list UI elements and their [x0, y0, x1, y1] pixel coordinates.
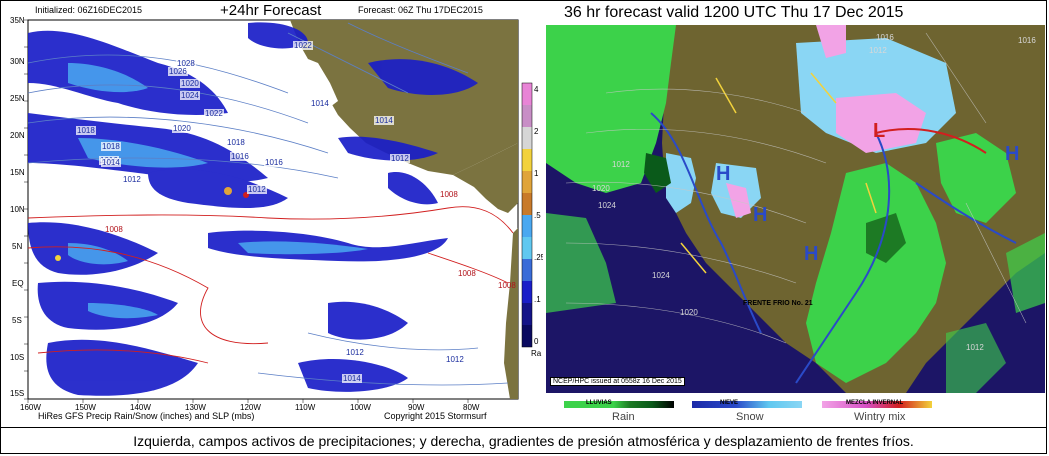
- lat-label: 15N: [10, 168, 25, 177]
- isobar-label: 1012: [390, 154, 410, 163]
- isobar-label: 1018: [76, 126, 96, 135]
- isobar-label: 1020: [172, 124, 192, 133]
- isobar-label: 1014: [374, 116, 394, 125]
- legend-wintry-label: Wintry mix: [854, 411, 906, 423]
- isobar-label: 1012: [966, 343, 984, 352]
- legend-lluvias-label: LLUVIAS: [586, 400, 612, 406]
- isobar-label: 1024: [598, 201, 616, 210]
- colorbar-tick: .1: [534, 295, 541, 304]
- lon-label: 100W: [350, 403, 371, 412]
- lon-label: 150W: [75, 403, 96, 412]
- left-forecast-label: Forecast: 06Z Thu 17DEC2015: [358, 5, 483, 15]
- isobar-label: 1020: [180, 79, 200, 88]
- low-isobar-label: 1008: [440, 190, 458, 199]
- lat-label: 15S: [10, 389, 25, 398]
- left-footer-left: HiRes GFS Precip Rain/Snow (inches) and …: [38, 411, 255, 421]
- colorbar-tick: 0: [534, 337, 539, 346]
- isobar-label: 1014: [101, 158, 121, 167]
- isobar-label: 1016: [876, 33, 894, 42]
- lat-label: EQ: [12, 279, 24, 288]
- isobar-label: 1012: [445, 355, 465, 364]
- isobar-label: 1024: [652, 271, 670, 280]
- left-footer-right: Copyright 2015 Stormsurf: [384, 411, 487, 421]
- lon-label: 130W: [185, 403, 206, 412]
- lon-label: 90W: [408, 403, 425, 412]
- isobar-label: 1022: [293, 41, 313, 50]
- right-map-panel: 36 hr forecast valid 1200 UTC Thu 17 Dec…: [546, 3, 1045, 425]
- isobar-label: 1012: [247, 185, 267, 194]
- isobar-label: 1020: [680, 308, 698, 317]
- isobar-label: 1018: [226, 138, 246, 147]
- lon-label: 160W: [20, 403, 41, 412]
- low-pressure-center: L: [873, 120, 886, 142]
- lon-label: 140W: [130, 403, 151, 412]
- lat-label: 5S: [12, 316, 22, 325]
- isobar-label: 1026: [168, 67, 188, 76]
- lon-label: 110W: [295, 403, 316, 412]
- right-fronts-map: [546, 25, 1045, 393]
- colorbar-unit: Ra: [531, 349, 542, 358]
- lat-label: 5N: [12, 242, 23, 251]
- lat-label: 35N: [10, 16, 25, 25]
- front-label: FRENTE FRIO No. 21: [743, 300, 813, 307]
- isobar-label: 1014: [342, 374, 362, 383]
- isobar-label: 1016: [1018, 36, 1036, 45]
- isobar-label: 1020: [592, 184, 610, 193]
- colorbar-tick: 1: [534, 169, 539, 178]
- left-precip-map: [24, 19, 533, 403]
- lat-label: 25N: [10, 94, 25, 103]
- isobar-label: 1022: [204, 109, 224, 118]
- legend-snow-label: Snow: [736, 411, 764, 423]
- figure-caption: Izquierda, campos activos de precipitaci…: [0, 427, 1047, 455]
- issued-label: NCEP/HPC issued at 0558z 16 Dec 2015: [550, 377, 685, 386]
- lon-label: 80W: [463, 403, 480, 412]
- lat-label: 20N: [10, 131, 25, 140]
- legend-rain-label: Rain: [612, 411, 635, 423]
- lat-label: 10N: [10, 205, 25, 214]
- high-pressure-center: H: [1005, 143, 1020, 165]
- high-pressure-center: H: [753, 204, 768, 226]
- isobar-label: 1028: [176, 59, 196, 68]
- lat-label: 10S: [10, 353, 25, 362]
- low-isobar-label: 1008: [498, 281, 516, 290]
- lat-label: 30N: [10, 57, 25, 66]
- lon-label: 120W: [240, 403, 261, 412]
- colorbar-tick: 4: [534, 85, 539, 94]
- legend-nieve-label: NIEVE: [720, 400, 739, 406]
- isobar-label: 1018: [101, 142, 121, 151]
- isobar-label: 1016: [230, 152, 250, 161]
- legend-rain-swatch: [564, 401, 674, 408]
- isobar-label: 1016: [264, 158, 284, 167]
- low-isobar-label: 1008: [458, 269, 476, 278]
- high-pressure-center: H: [804, 243, 819, 265]
- isobar-label: 1014: [310, 99, 330, 108]
- high-pressure-center: H: [716, 163, 731, 185]
- colorbar-tick: 2: [534, 127, 539, 136]
- right-title: 36 hr forecast valid 1200 UTC Thu 17 Dec…: [564, 4, 904, 21]
- legend-snow-swatch: [692, 401, 802, 408]
- isobar-label: 1012: [869, 46, 887, 55]
- legend: LLUVIAS NIEVE MEZCLA INVERNAL Rain Snow …: [546, 395, 1045, 425]
- legend-mezcla-label: MEZCLA INVERNAL: [846, 400, 904, 406]
- colorbar-tick: .25: [534, 253, 543, 262]
- colorbar-tick: .5: [534, 211, 541, 220]
- isobar-label: 1024: [180, 91, 200, 100]
- isobar-label: 1012: [612, 160, 630, 169]
- isobar-label: 1012: [122, 175, 142, 184]
- low-isobar-label: 1008: [105, 225, 123, 234]
- left-initialized-label: Initialized: 06Z16DEC2015: [35, 5, 143, 15]
- legend-mix-swatch: [822, 401, 932, 408]
- left-title: +24hr Forecast: [220, 3, 322, 19]
- isobar-label: 1012: [345, 348, 365, 357]
- left-map-panel: Initialized: 06Z16DEC2015 +24hr Forecast…: [8, 3, 543, 425]
